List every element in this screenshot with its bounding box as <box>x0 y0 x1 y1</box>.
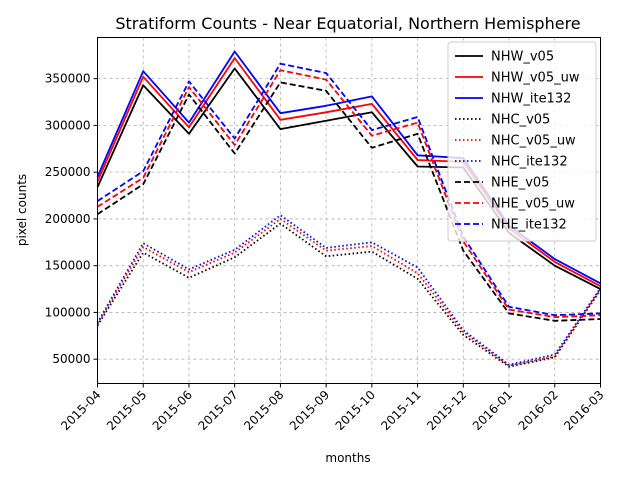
legend-label: NHC_v05 <box>491 113 550 128</box>
legend-label: NHW_v05_uw <box>491 71 580 86</box>
legend-label: NHC_v05_uw <box>491 134 576 149</box>
x-tick-label: 2015-05 <box>104 388 149 433</box>
x-tick-label: 2016-02 <box>516 388 561 433</box>
x-axis: 2015-04 2015-05 2015-06 2015-07 2015-08 2015-… <box>58 383 607 433</box>
y-tick-label: 200000 <box>45 212 91 226</box>
chart-title: Stratiform Counts - Near Equatorial, Nor… <box>115 14 580 33</box>
y-axis-label: pixel counts <box>15 174 29 246</box>
legend: NHW_v05 NHW_v05_uw NHW_ite132 NHC_v05 NHC_v0… <box>447 41 597 242</box>
legend-label: NHW_v05 <box>491 50 554 65</box>
x-axis-label: months <box>325 451 370 465</box>
series-line-nhe-v05 <box>97 81 601 322</box>
series-line-nhe-v05-uw <box>97 69 601 319</box>
y-tick-label: 350000 <box>45 72 91 86</box>
plot-frame <box>97 37 601 384</box>
series-line-nhc-v05-uw <box>96 217 602 367</box>
legend-label: NHC_ite132 <box>491 155 568 170</box>
legend-label: NHW_ite132 <box>491 92 571 107</box>
y-tick-label: 50000 <box>52 352 90 366</box>
x-tick-label: 2016-01 <box>470 388 515 433</box>
x-tick-label: 2015-09 <box>287 388 332 433</box>
series-line-nhc-ite132 <box>96 214 602 366</box>
y-axis: 50000 100000 150000 200000 250000 300000 35000… <box>45 72 98 366</box>
legend-label: NHE_v05_uw <box>491 197 575 212</box>
x-tick-label: 2015-11 <box>378 388 423 433</box>
series-layer <box>96 50 602 368</box>
series-line-nhe-ite132 <box>97 62 601 317</box>
x-tick-label: 2015-06 <box>150 388 195 433</box>
series-line-nhc-v05 <box>96 222 602 368</box>
x-tick-label: 2015-12 <box>424 388 469 433</box>
y-tick-label: 150000 <box>45 259 91 273</box>
y-tick-label: 300000 <box>45 118 91 132</box>
x-tick-label: 2015-04 <box>58 388 103 433</box>
y-tick-label: 100000 <box>45 305 91 319</box>
legend-label: NHE_v05 <box>491 176 549 191</box>
legend-label: NHE_ite132 <box>491 218 567 233</box>
legend-box <box>447 41 597 242</box>
x-tick-label: 2015-08 <box>241 388 286 433</box>
y-tick-label: 250000 <box>45 165 91 179</box>
x-tick-label: 2016-03 <box>561 388 606 433</box>
x-tick-label: 2015-07 <box>195 388 240 433</box>
x-tick-label: 2015-10 <box>333 388 378 433</box>
